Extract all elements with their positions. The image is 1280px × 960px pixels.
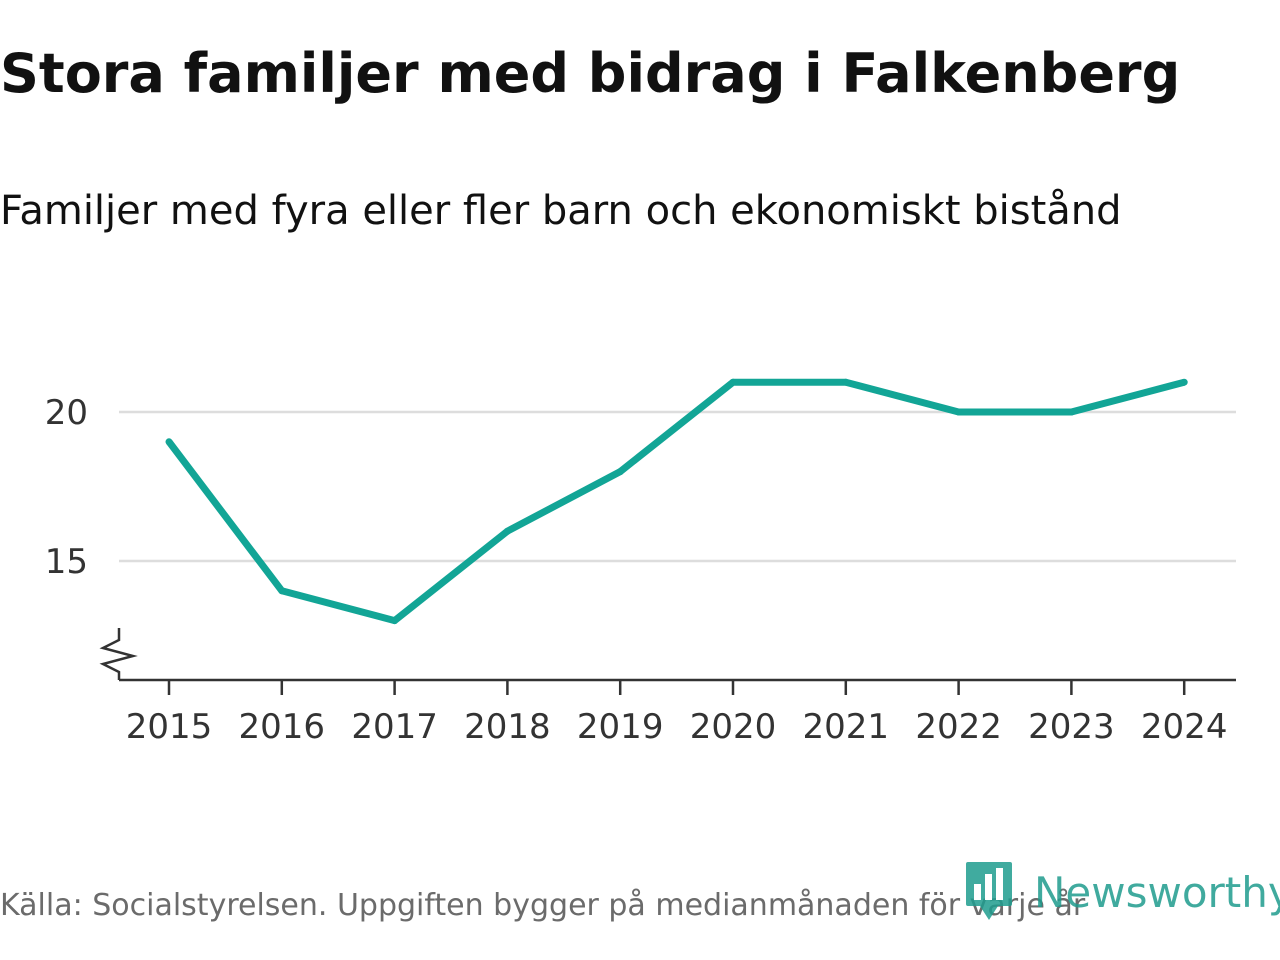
gridlines: [119, 410, 1236, 563]
x-tick-label: 2017: [351, 707, 438, 747]
newsworthy-logo-icon: [966, 862, 1012, 920]
x-tick-label: 2020: [690, 707, 777, 747]
x-tick-label: 2018: [464, 707, 551, 747]
series: [165, 378, 1188, 625]
data-point: [278, 587, 286, 595]
line-chart: 15 20 2015 2016 2017 2018 2019 2020 2021 2022 2023…: [45, 378, 1236, 747]
data-point: [616, 468, 624, 476]
data-point: [391, 617, 399, 625]
axes: 15 20 2015 2016 2017 2018 2019 2020 2021 2022 2023…: [45, 393, 1236, 747]
data-point: [1180, 378, 1188, 386]
x-tick-label: 2015: [126, 707, 213, 747]
x-tick-label: 2016: [239, 707, 326, 747]
data-point: [1067, 408, 1075, 416]
data-point: [503, 527, 511, 535]
x-tick-label: 2019: [577, 707, 664, 747]
y-tick-label: 20: [45, 393, 88, 433]
chart-subtitle: Familjer med fyra eller fler barn och ek…: [0, 188, 1122, 234]
y-axis-break: [99, 628, 138, 680]
x-tick-label: 2023: [1028, 707, 1115, 747]
newsworthy-logo: Newsworthy: [964, 860, 1280, 924]
y-tick-label: 15: [45, 542, 88, 582]
series-line: [166, 378, 1186, 625]
chart-title: Stora familjer med bidrag i Falkenberg: [0, 42, 1181, 105]
newsworthy-logo-text: Newsworthy: [1034, 867, 1280, 917]
x-tick-label: 2022: [915, 707, 1002, 747]
source-note: Källa: Socialstyrelsen. Uppgiften bygger…: [0, 888, 1086, 923]
data-point: [955, 408, 963, 416]
data-point: [729, 378, 737, 386]
data-point: [842, 378, 850, 386]
x-tick-label: 2024: [1141, 707, 1228, 747]
x-tick-label: 2021: [803, 707, 890, 747]
data-point: [165, 438, 173, 446]
